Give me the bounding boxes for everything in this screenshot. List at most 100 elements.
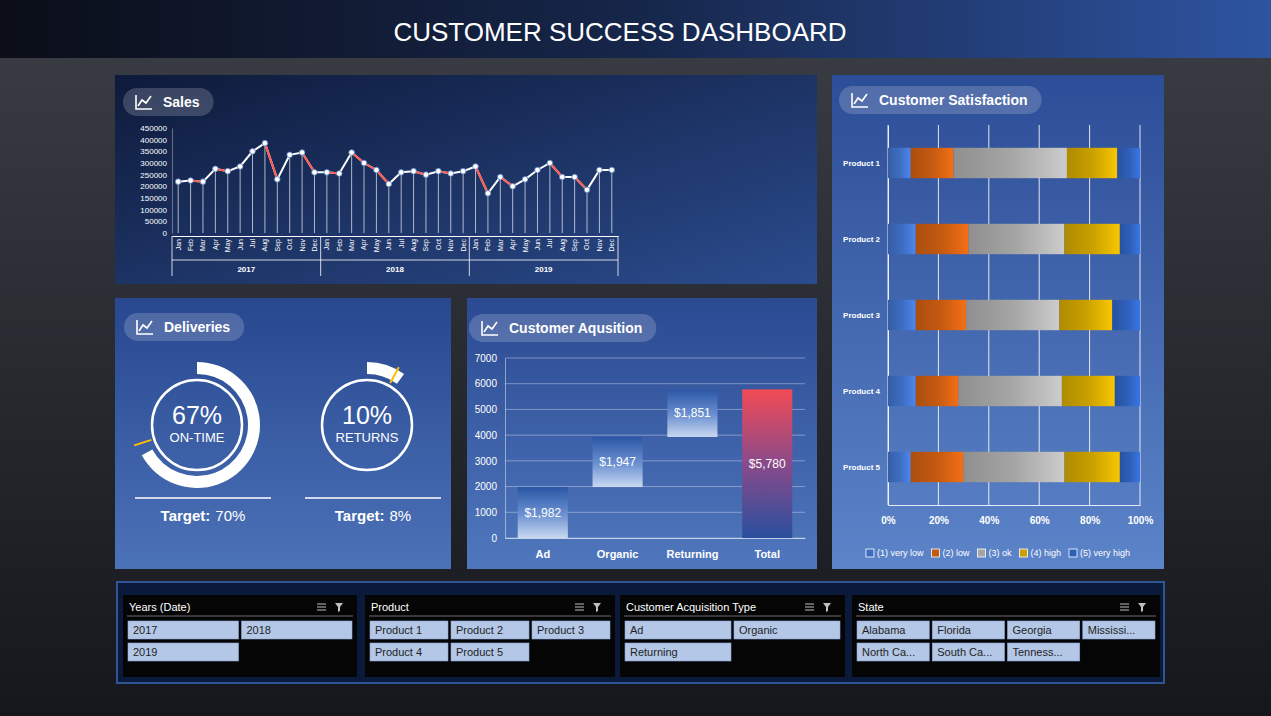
slicer-button-label[interactable]: Product 2 xyxy=(456,624,503,636)
slicer-button[interactable]: Product 4 xyxy=(370,643,448,661)
x-tick: Dec xyxy=(608,236,615,251)
stacked-segment xyxy=(1062,376,1115,406)
slicer-button-label[interactable]: South Ca... xyxy=(937,646,992,658)
y-tick: Product 4 xyxy=(843,387,888,396)
slicer-button-label[interactable]: 2017 xyxy=(133,624,157,636)
slicer-button[interactable]: North Ca... xyxy=(857,643,929,661)
y-tick: 4000 xyxy=(475,430,505,441)
slicer: Customer Acquisition TypeAdOrganicReturn… xyxy=(620,595,845,677)
sales-point xyxy=(250,149,256,155)
slicer-multiselect-icon[interactable] xyxy=(805,604,814,610)
slicer-button-bg[interactable] xyxy=(451,643,529,661)
slicer-clear-icon[interactable] xyxy=(593,603,601,612)
x-tick-label: Dec xyxy=(311,239,318,252)
slicer-button[interactable]: Tenness... xyxy=(1008,643,1080,661)
slicer-button[interactable]: Product 5 xyxy=(451,643,529,661)
x-tick: Feb xyxy=(484,236,491,251)
slicer-button-bg[interactable] xyxy=(932,643,1004,661)
legend-label: (5) very high xyxy=(1080,548,1130,558)
slicer-button-label[interactable]: Mississi... xyxy=(1088,624,1136,636)
slicer-button[interactable]: Florida xyxy=(932,621,1004,639)
slicer-button-label[interactable]: Product 4 xyxy=(375,646,422,658)
slicer-button[interactable]: Mississi... xyxy=(1083,621,1155,639)
stacked-segment xyxy=(888,376,916,406)
x-tick: Apr xyxy=(360,236,368,250)
slicer-button-label[interactable]: 2018 xyxy=(247,624,271,636)
slicer-multiselect-icon[interactable] xyxy=(1120,604,1129,610)
slicer-button-label[interactable]: Ad xyxy=(630,624,643,636)
slicer-button[interactable]: Ad xyxy=(625,621,731,639)
slicer-button[interactable]: 2019 xyxy=(128,643,239,661)
slicer-button-bg[interactable] xyxy=(532,621,610,639)
x-tick: Ad xyxy=(535,538,550,560)
slicer-button-bg[interactable] xyxy=(625,621,731,639)
sales-point xyxy=(559,174,565,180)
acquisition-panel xyxy=(467,298,817,569)
slicer-button-label[interactable]: Product 1 xyxy=(375,624,422,636)
slicer-clear-icon[interactable] xyxy=(1138,603,1146,612)
y-tick-label: 200000 xyxy=(140,182,167,191)
stacked-segment xyxy=(1064,452,1119,482)
slicer-multiselect-icon[interactable] xyxy=(317,604,326,610)
slicer-button[interactable]: Product 2 xyxy=(451,621,529,639)
slicer-button-bg[interactable] xyxy=(1008,621,1080,639)
slicer-button-bg[interactable] xyxy=(857,643,929,661)
slicer-button[interactable]: Product 1 xyxy=(370,621,448,639)
drop-line xyxy=(512,186,513,233)
slicer-button[interactable]: 2018 xyxy=(242,621,353,639)
slicer-button[interactable]: Returning xyxy=(625,643,731,661)
slicer-button-bg[interactable] xyxy=(128,621,239,639)
y-tick: 7000 xyxy=(475,353,505,364)
slicer-button[interactable]: Product 3 xyxy=(532,621,610,639)
slicer-button-bg[interactable] xyxy=(370,643,448,661)
slicer-button-label[interactable]: Organic xyxy=(739,624,778,636)
slicer-button-label[interactable]: Tenness... xyxy=(1013,646,1063,658)
sales-point xyxy=(299,150,305,156)
slicer-button-label[interactable]: Returning xyxy=(630,646,678,658)
deliveries-panel xyxy=(115,298,451,569)
panel-icon xyxy=(137,320,153,334)
slicer-clear-icon[interactable] xyxy=(335,603,343,612)
stacked-segment xyxy=(1112,300,1140,330)
slicer-clear-icon[interactable] xyxy=(823,603,831,612)
slicer-button-bg[interactable] xyxy=(857,621,929,639)
slicer-button-label[interactable]: Alabama xyxy=(862,624,906,636)
slicer-button[interactable]: Georgia xyxy=(1008,621,1080,639)
slicer-button-label[interactable]: North Ca... xyxy=(862,646,915,658)
slicer-button-bg[interactable] xyxy=(1083,621,1155,639)
slicer-button-bg[interactable] xyxy=(128,643,239,661)
slicer-button-bg[interactable] xyxy=(625,643,731,661)
slicer-button-label[interactable]: Georgia xyxy=(1013,624,1053,636)
sales-point xyxy=(262,140,268,146)
slicer-button[interactable]: 2017 xyxy=(128,621,239,639)
slicer-button[interactable]: Alabama xyxy=(857,621,929,639)
panel-title: Deliveries xyxy=(124,313,244,341)
x-tick: May xyxy=(522,236,530,252)
slicer-button-label[interactable]: 2019 xyxy=(133,646,157,658)
slicer-multiselect-icon[interactable] xyxy=(575,604,584,610)
x-tick-label: Jan xyxy=(175,239,182,250)
slicer-button-label[interactable]: Product 3 xyxy=(537,624,584,636)
slicer-button-bg[interactable] xyxy=(242,621,353,639)
acquisition-labels: $1,982$1,947$1,851$5,780 xyxy=(524,406,785,519)
y-tick: 300000 xyxy=(140,159,172,168)
slicer-button[interactable]: Organic xyxy=(734,621,840,639)
sales-decline-segment xyxy=(476,167,488,194)
slicer-button-bg[interactable] xyxy=(370,621,448,639)
x-tick: 0% xyxy=(881,505,896,526)
slicer-button-label[interactable]: Florida xyxy=(937,624,972,636)
slicer-button[interactable]: South Ca... xyxy=(932,643,1004,661)
slicer-button-bg[interactable] xyxy=(1008,643,1080,661)
x-tick-label: Feb xyxy=(336,239,343,251)
slicer-button-bg[interactable] xyxy=(734,621,840,639)
target-text: Target:8% xyxy=(335,507,411,524)
slicer-button-bg[interactable] xyxy=(932,621,1004,639)
slicer-button-bg[interactable] xyxy=(451,621,529,639)
drop-line xyxy=(227,171,228,233)
grid xyxy=(505,358,805,538)
stacked-segment xyxy=(888,452,911,482)
slicer-button-label[interactable]: Product 5 xyxy=(456,646,503,658)
y-tick: 50000 xyxy=(145,217,172,226)
stacked-segment xyxy=(959,376,1062,406)
x-tick: Jan xyxy=(175,236,182,250)
